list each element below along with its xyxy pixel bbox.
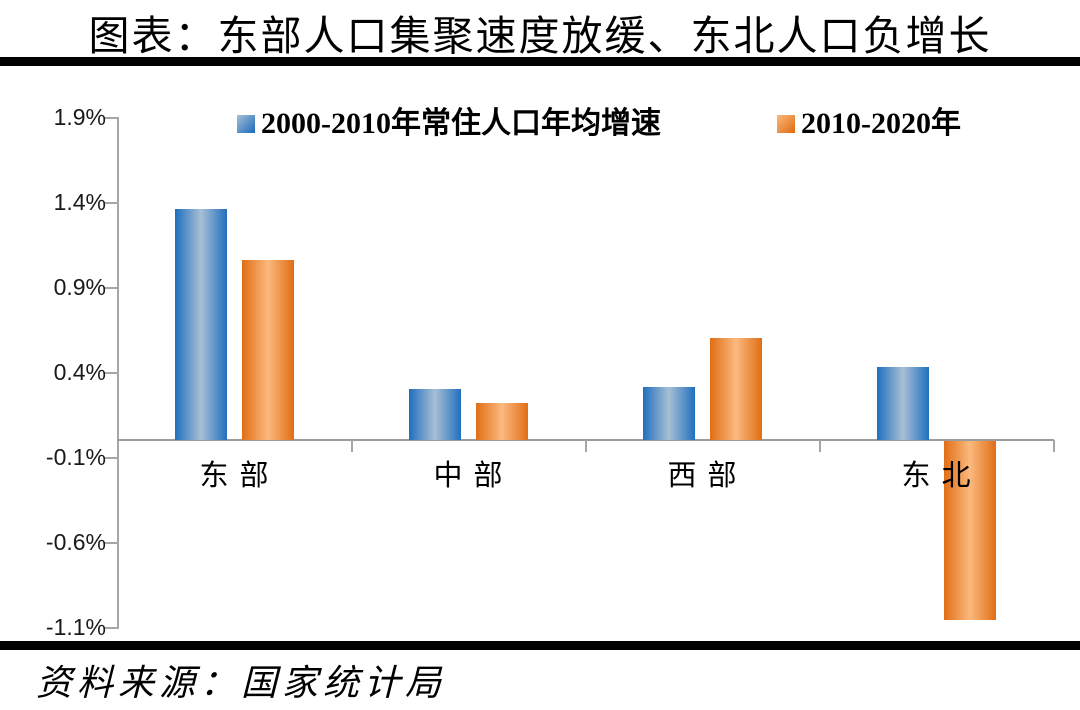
legend-item-2010-2020: 2010-2020年: [777, 109, 961, 139]
y-axis-line: [117, 117, 119, 629]
x-axis-tick: [351, 440, 353, 452]
y-axis-tick: [104, 287, 117, 289]
bar-东部-blue: [174, 208, 227, 440]
legend-item-2000-2010: 2000-2010年常住人口年均增速: [237, 109, 661, 139]
bar-中部-orange: [475, 402, 528, 440]
bar-中部-blue: [408, 389, 461, 440]
legend-label-2010-2020: 2010-2020年: [801, 107, 961, 140]
bar-东部-orange: [241, 259, 294, 440]
y-axis-tick: [104, 627, 117, 629]
x-axis-label: 东北: [901, 460, 982, 492]
y-axis-label: 1.4%: [53, 189, 106, 215]
y-axis-tick: [104, 372, 117, 374]
x-axis-tick: [819, 440, 821, 452]
x-axis-label: 中部: [433, 460, 514, 492]
bar-西部-blue: [642, 387, 695, 440]
chart-title: 图表：东部人口集聚速度放缓、东北人口负增长: [88, 13, 992, 59]
x-axis-tick: [1053, 440, 1055, 452]
y-axis-tick: [104, 457, 117, 459]
x-axis-tick: [585, 440, 587, 452]
bar-西部-orange: [709, 338, 762, 440]
y-axis-label: 0.9%: [53, 274, 106, 300]
title-divider-line: [0, 57, 1080, 66]
x-axis-label: 东部: [199, 460, 280, 492]
y-axis-label: 0.4%: [53, 359, 106, 385]
y-axis-label: -0.6%: [45, 529, 106, 555]
x-axis-label: 西部: [667, 460, 748, 492]
legend-swatch-blue-icon: [237, 115, 255, 133]
y-axis-label: -0.1%: [45, 444, 106, 470]
legend-swatch-orange-icon: [777, 115, 795, 133]
source-note: 资料来源：国家统计局: [36, 663, 447, 703]
y-axis-label: -1.1%: [45, 614, 106, 640]
y-axis-tick: [104, 117, 117, 119]
y-axis-label: 1.9%: [53, 104, 106, 130]
bottom-divider-line: [0, 641, 1080, 650]
bar-东北-orange: [943, 441, 996, 620]
y-axis-tick: [104, 542, 117, 544]
bar-东北-blue: [876, 366, 929, 440]
legend-label-2000-2010: 2000-2010年常住人口年均增速: [261, 107, 661, 140]
y-axis-tick: [104, 202, 117, 204]
